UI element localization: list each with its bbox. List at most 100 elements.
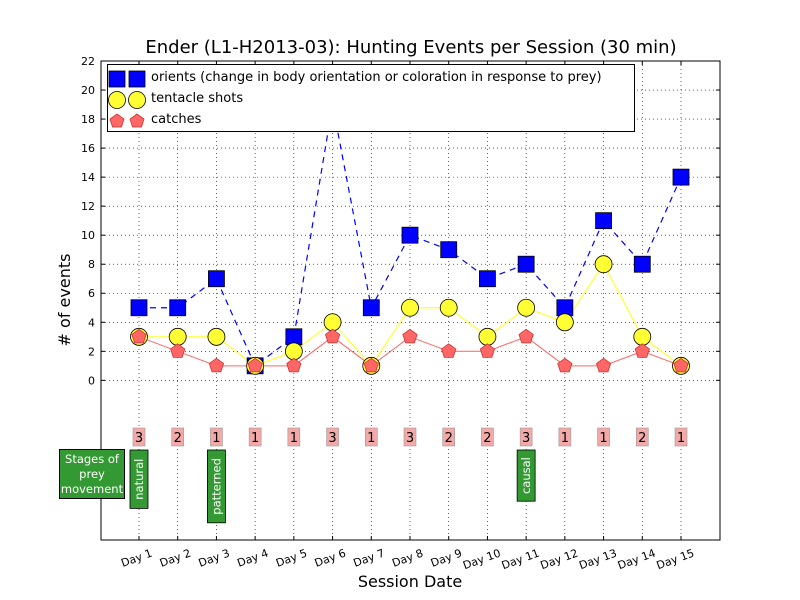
y-tick-label: 20 [81, 84, 95, 97]
y-tick-label: 4 [88, 316, 95, 329]
catch-label: 3 [522, 431, 530, 446]
y-tick-label: 18 [81, 113, 95, 126]
catches-point [441, 343, 457, 358]
y-axis-label: # of events [55, 254, 74, 347]
pentagon-marker-icon [109, 113, 145, 128]
stages-title-box: Stages of prey movement [59, 449, 125, 499]
stage-label: causal [519, 457, 533, 494]
y-tick-label: 12 [81, 200, 95, 213]
catch-label: 1 [212, 431, 220, 446]
catch-label: 1 [599, 431, 607, 446]
orients-point [169, 299, 187, 317]
catch-label: 3 [406, 431, 414, 446]
catch-label-box [674, 427, 688, 447]
catch-label: 1 [251, 431, 259, 446]
catches-point [170, 343, 186, 358]
orients-point [633, 255, 651, 273]
stage-label: patterned [209, 458, 223, 515]
x-tick-label: Day 1 [119, 547, 154, 570]
x-tick-label: Day 15 [655, 547, 696, 573]
catches-point [286, 357, 302, 373]
catches-point [673, 357, 689, 373]
tentacle-shots-point [401, 298, 419, 317]
x-tick-label: Day 10 [461, 547, 502, 573]
orients-point [595, 212, 612, 230]
tentacle-shots-point [478, 327, 497, 346]
stages-title: Stages of prey movement [60, 452, 124, 496]
catches-point [557, 357, 573, 373]
catches-point [131, 328, 147, 344]
orients-point [401, 226, 419, 244]
catch-label: 1 [677, 431, 685, 446]
orients-point [285, 328, 303, 346]
y-tick-label: 8 [88, 258, 95, 271]
catch-label-box [287, 427, 301, 447]
y-tick-label: 6 [88, 287, 95, 300]
stage-box [516, 449, 536, 502]
x-tick-label: Day 7 [352, 547, 387, 570]
catches-point [402, 328, 418, 344]
catches-point [518, 328, 534, 344]
y-tick-label: 0 [88, 374, 95, 387]
square-marker-icon [108, 70, 146, 88]
catch-label-box [635, 427, 649, 447]
stage-box [129, 449, 149, 509]
legend-label-orients: orients (change in body orientation or c… [151, 70, 602, 85]
orients-point [208, 270, 225, 288]
orients-point [479, 270, 496, 288]
catch-label: 2 [174, 431, 182, 446]
x-tick-label: Day 11 [500, 547, 541, 573]
x-tick-label: Day 3 [197, 547, 232, 570]
tentacle-shots-point [439, 298, 458, 317]
stage-label: natural [132, 459, 146, 500]
catch-label-box [481, 427, 494, 447]
catches-point [595, 357, 612, 373]
chart-title: Ender (L1-H2013-03): Hunting Events per … [145, 37, 676, 58]
catch-label-box [326, 427, 339, 447]
catch-label-box [597, 427, 610, 447]
x-tick-label: Day 2 [158, 547, 193, 570]
y-tick-label: 14 [81, 171, 95, 184]
y-tick-label: 2 [88, 345, 95, 358]
catch-label: 1 [561, 431, 569, 446]
x-axis-label: Session Date [358, 572, 462, 591]
circle-marker-icon [108, 91, 146, 109]
catch-label-box [248, 427, 262, 447]
y-tick-label: 22 [81, 55, 95, 68]
orients-point [440, 241, 458, 259]
legend-item-orients: orients (change in body orientation or c… [108, 69, 634, 89]
catch-label: 1 [290, 431, 298, 446]
legend-label-catches: catches [151, 112, 202, 127]
tentacle-shots-point [517, 298, 536, 317]
tentacle-shots-point [207, 327, 226, 346]
catch-label-box [403, 427, 417, 447]
catch-label-box [132, 427, 146, 447]
orients-point [517, 255, 535, 273]
x-tick-label: Day 13 [577, 547, 618, 573]
catches-point [247, 357, 263, 373]
x-tick-label: Day 9 [429, 547, 464, 570]
tentacle-shots-point [284, 342, 303, 361]
catches-point [363, 357, 379, 373]
y-tick-label: 10 [81, 229, 95, 242]
legend: orients (change in body orientation or c… [107, 64, 635, 132]
stage-box [207, 449, 226, 524]
catch-count-labels: 3 2 1 1 1 3 1 3 2 2 3 1 1 2 1 [132, 427, 688, 447]
tentacle-shots-point [323, 313, 342, 332]
catch-label: 1 [367, 431, 375, 446]
y-axis-ticks: 0 2 4 6 8 10 12 14 16 18 20 22 [81, 55, 720, 387]
legend-item-catches: catches [108, 111, 634, 131]
catch-label: 2 [445, 431, 453, 446]
x-tick-label: Day 6 [313, 547, 348, 570]
tentacle-shots-point [555, 313, 574, 332]
catches-point [479, 343, 496, 358]
catch-label: 2 [638, 431, 646, 446]
orients-point [556, 299, 574, 317]
x-tick-label: Day 5 [274, 547, 309, 570]
x-axis-ticks: Day 1 Day 2 Day 3 Day 4 Day 5 Day 6 Day 7 Day 8… [119, 61, 696, 572]
catches-point [324, 328, 341, 344]
x-tick-label: Day 4 [235, 547, 270, 570]
catch-label-box [442, 427, 456, 447]
series [130, 96, 690, 375]
